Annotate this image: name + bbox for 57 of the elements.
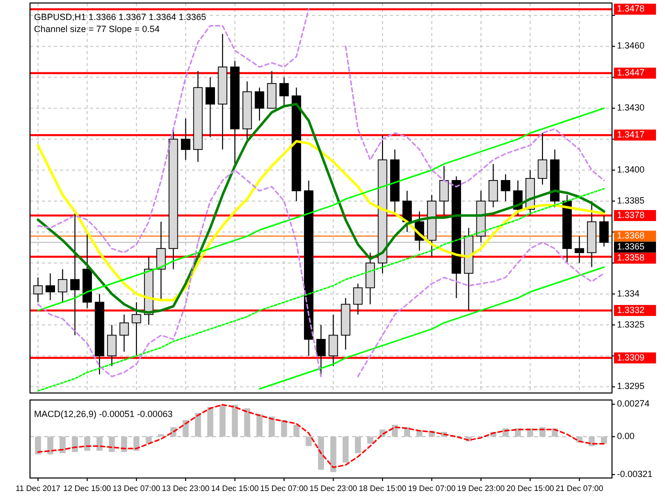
- x-tick-label: 11 Dec 2017: [16, 484, 61, 493]
- candlestick: [328, 314, 338, 367]
- candlestick: [46, 272, 56, 301]
- text: Channel size = 77 Slope = 0.54: [34, 24, 160, 34]
- x-tick-label: 14 Dec 15:00: [211, 484, 260, 493]
- line-series: [36, 140, 606, 302]
- candlestick: [402, 190, 412, 233]
- ref-line-label: 1.3478: [617, 4, 645, 14]
- text: GBPUSD,H1 1.3366 1.3367 1.3364 1.3365: [34, 12, 206, 22]
- candlestick: [206, 76, 215, 138]
- x-tick-label: 15 Dec 07:00: [260, 484, 308, 493]
- candlestick: [33, 276, 43, 303]
- candlestick: [574, 236, 584, 264]
- x-tick-label: 21 Dec 07:00: [556, 484, 604, 493]
- candlestick: [439, 166, 449, 216]
- candlestick: [132, 302, 142, 356]
- y-tick-label: 1.3400: [617, 164, 645, 175]
- x-tick-label: 20 Dec 15:00: [506, 484, 555, 493]
- x-tick-label: 19 Dec 23:00: [457, 484, 506, 493]
- y-tick-label: 1.3430: [617, 102, 645, 113]
- candlestick: [279, 76, 289, 107]
- x-tick-label: 13 Dec 23:00: [162, 484, 210, 493]
- ref-line-label: 1.3368: [617, 230, 645, 241]
- x-tick-label: 12 Dec 15:00: [63, 484, 112, 493]
- candlestick: [353, 283, 363, 316]
- y-tick-label: 1.334: [617, 288, 640, 298]
- y-tick-label: 0.00: [617, 431, 635, 442]
- y-tick-label: 1.3295: [617, 381, 645, 392]
- y-tick-label: 0.00274: [617, 398, 650, 409]
- y-tick-label: 1.3325: [617, 319, 645, 330]
- candlestick: [119, 314, 129, 352]
- line-series: [258, 266, 605, 390]
- candlestick: [316, 324, 326, 377]
- candlestick: [70, 212, 80, 336]
- candlestick: [180, 118, 190, 160]
- ref-line-label: 1.3378: [617, 210, 645, 220]
- text: MACD(12,26,9) -0.00051 -0.00063: [34, 409, 173, 419]
- y-tick-label: 1.3385: [617, 195, 645, 206]
- ref-line-label: 1.3332: [617, 304, 645, 315]
- x-tick-label: 13 Dec 07:00: [112, 484, 161, 493]
- y-tick-label: -0.00321: [617, 468, 653, 479]
- candlestick: [538, 132, 548, 186]
- candlestick: [500, 174, 510, 202]
- x-tick-label: 19 Dec 07:00: [408, 484, 456, 493]
- candlestick: [107, 324, 117, 367]
- ref-line-label: 1.3358: [617, 252, 645, 263]
- candlestick: [58, 268, 68, 303]
- candlestick: [488, 163, 498, 208]
- ref-line-label: 1.3309: [617, 352, 645, 362]
- candlestick: [254, 87, 264, 122]
- ref-line-label: 1.3417: [617, 129, 645, 140]
- x-tick-label: 18 Dec 15:00: [358, 484, 407, 493]
- x-tick-label: 15 Dec 23:00: [310, 484, 358, 493]
- y-tick-label: 1.3460: [617, 40, 645, 51]
- ref-line-label: 1.3365: [617, 242, 645, 252]
- ref-line-label: 1.3447: [617, 68, 645, 78]
- candlestick: [599, 215, 609, 247]
